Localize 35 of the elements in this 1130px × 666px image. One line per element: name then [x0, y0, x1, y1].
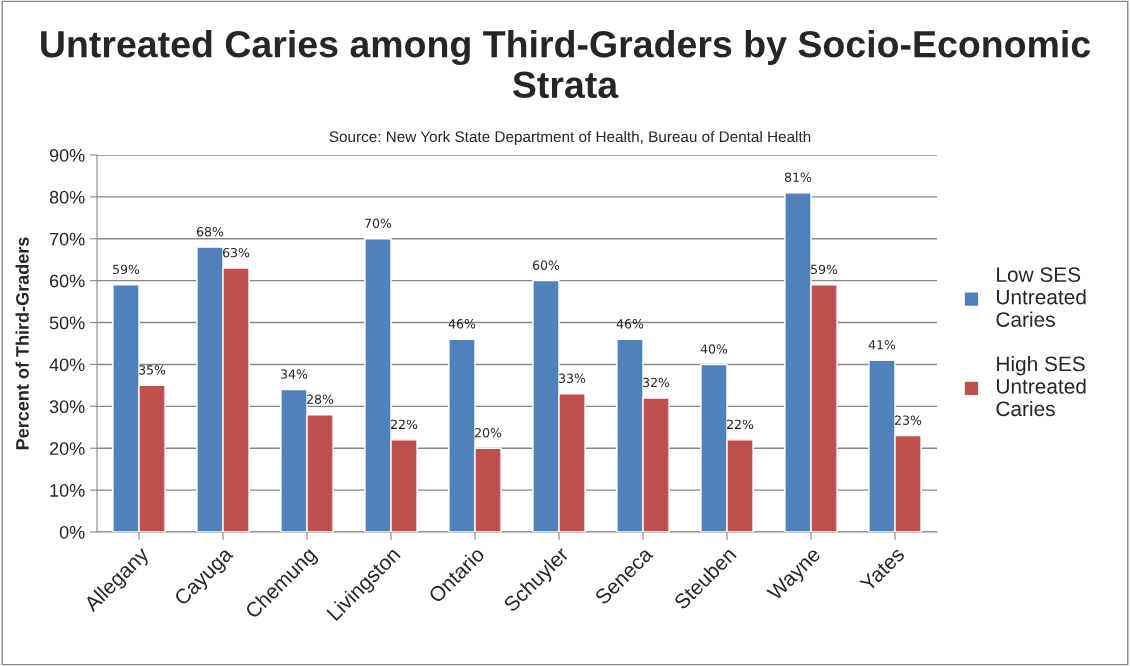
y-tick-label: 70% — [49, 232, 85, 246]
data-label: 22% — [391, 419, 418, 430]
data-label: 60% — [532, 260, 560, 270]
data-label: 59% — [113, 264, 140, 275]
data-label: 70% — [365, 218, 392, 229]
data-label: 81% — [784, 172, 812, 182]
data-label: 46% — [616, 319, 644, 329]
y-tick-label: 60% — [49, 274, 85, 288]
y-axis-title: Percent of Third-Graders — [15, 237, 29, 450]
data-label: 46% — [448, 319, 476, 329]
y-tick-label: 0% — [59, 525, 85, 539]
y-tick-label: 80% — [49, 190, 85, 204]
data-label: 34% — [281, 369, 308, 379]
data-label: 41% — [868, 340, 896, 350]
y-tick-label: 90% — [49, 148, 85, 162]
data-label: 22% — [727, 419, 754, 430]
y-tick-label: 50% — [49, 316, 85, 330]
data-label: 35% — [139, 365, 166, 375]
y-tick-label: 20% — [49, 442, 85, 455]
data-label: 32% — [643, 377, 670, 388]
source-note: Source: New York State Department of Health, Bureau of Dental Health — [329, 130, 811, 146]
chart-title: Untreated Caries among Third-Graders by Socio-Economic Strata — [41, 29, 1091, 99]
y-tick-label: 40% — [49, 358, 85, 372]
y-tick-label: 10% — [50, 484, 85, 497]
data-label: 23% — [895, 415, 922, 425]
legend-label: Low SES Untreated Caries — [996, 267, 1086, 327]
y-tick-label: 30% — [49, 400, 85, 414]
data-label: 59% — [811, 264, 838, 275]
data-label: 28% — [307, 394, 334, 404]
data-label: 20% — [475, 428, 502, 438]
data-label: 68% — [196, 226, 224, 237]
data-label: 33% — [559, 373, 586, 384]
legend-label: High SES Untreated Caries — [996, 356, 1086, 417]
data-label: 63% — [223, 247, 250, 258]
data-label: 40% — [700, 344, 728, 354]
